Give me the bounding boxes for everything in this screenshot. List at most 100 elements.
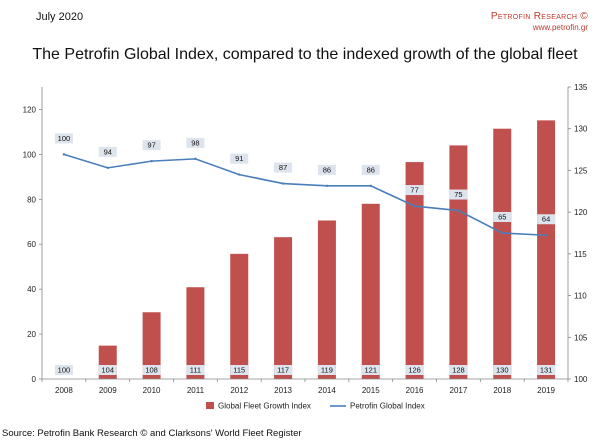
line-label-box <box>317 164 336 175</box>
chart-title: The Petrofin Global Index, compared to t… <box>32 46 578 63</box>
bar-value-label: 111 <box>190 366 201 375</box>
line-value-label: 97 <box>147 141 155 150</box>
line-label-box <box>98 146 117 157</box>
data-labels: 100 104 108 111 115 117 119 121 126 128 130 131 100 9… <box>54 133 556 375</box>
line-label-box <box>230 153 249 164</box>
bar-label-box <box>230 365 249 375</box>
line-value-label: 91 <box>235 154 243 163</box>
bar-label-box <box>142 365 161 375</box>
line-label-box <box>537 214 556 225</box>
left-tick-label: 20 <box>27 330 36 339</box>
line-value-label: 65 <box>498 213 506 222</box>
x-tick-label: 2010 <box>143 386 161 395</box>
x-tick-label: 2016 <box>406 386 424 395</box>
bar-label-box <box>537 365 556 375</box>
line-label-box <box>449 189 468 200</box>
bar-value-label: 115 <box>233 366 245 375</box>
line-point-2014 <box>325 184 329 188</box>
bar-label-box <box>317 365 336 375</box>
report-date: July 2020 <box>36 11 84 23</box>
bar-2015 <box>361 203 380 379</box>
bar-value-label: 108 <box>145 366 158 375</box>
line-label-box <box>361 164 380 175</box>
line-point-2008 <box>62 153 66 156</box>
line-value-label: 100 <box>58 134 71 143</box>
axes: 0 20 40 60 80 100 120 100 105 110 115 120 125 130 135 2… <box>23 83 588 395</box>
bar-2014 <box>317 220 336 379</box>
bar-series <box>98 120 556 379</box>
bar-value-label: 117 <box>277 366 289 375</box>
bar-value-label: 104 <box>101 366 114 375</box>
line-path <box>63 153 547 237</box>
bar-value-label: 119 <box>321 366 333 375</box>
line-label-box <box>493 212 512 222</box>
line-value-label: 77 <box>410 186 418 195</box>
right-tick-label: 120 <box>574 208 588 217</box>
x-tick-label: 2008 <box>55 386 73 395</box>
right-tick-label: 125 <box>574 166 588 175</box>
x-tick-label: 2018 <box>493 386 511 395</box>
bar-2013 <box>274 237 293 379</box>
bar-value-label: 121 <box>364 366 377 375</box>
brand-block: Petrofin Research © www.petrofin.gr <box>491 11 588 32</box>
x-tick-label: 2019 <box>537 386 555 395</box>
bar-2012 <box>230 253 249 379</box>
bar-label-box <box>493 365 512 375</box>
right-tick-label: 105 <box>574 333 588 342</box>
bar-label-box <box>98 365 117 375</box>
line-value-label: 94 <box>104 147 112 156</box>
line-point-2010 <box>150 159 153 163</box>
x-tick-label: 2011 <box>187 386 205 395</box>
left-tick-label: 80 <box>27 195 36 204</box>
legend-label-line: Petrofin Global Index <box>350 402 425 411</box>
x-tick-label: 2012 <box>230 386 248 395</box>
line-value-label: 87 <box>279 163 287 172</box>
bar-value-label: 126 <box>408 366 421 375</box>
line-label-box <box>274 162 293 173</box>
x-tick-label: 2017 <box>450 386 468 395</box>
line-value-label: 86 <box>367 165 375 174</box>
bar-2018 <box>493 128 512 379</box>
bar-label-box <box>449 365 468 375</box>
bar-2017 <box>449 145 468 379</box>
bar-value-label: 131 <box>540 366 553 375</box>
line-point-2015 <box>369 184 372 188</box>
bar-2019 <box>537 120 556 379</box>
left-tick-label: 0 <box>32 375 37 384</box>
line-value-label: 64 <box>542 215 550 224</box>
line-point-2019 <box>544 234 548 237</box>
bar-2016 <box>405 162 424 379</box>
bar-label-box <box>361 365 380 375</box>
brand-url: www.petrofin.gr <box>532 23 588 32</box>
right-tick-label: 110 <box>574 292 587 301</box>
line-point-2016 <box>413 204 416 208</box>
right-tick-label: 115 <box>574 250 587 259</box>
line-point-2018 <box>501 231 504 235</box>
x-tick-label: 2015 <box>362 386 380 395</box>
left-tick-label: 120 <box>23 105 37 114</box>
left-tick-label: 60 <box>27 240 36 249</box>
bar-label-box <box>274 365 293 375</box>
legend: Global Fleet Growth Index Petrofin Global… <box>206 402 425 411</box>
line-label-box <box>405 185 424 196</box>
bar-value-label: 100 <box>58 366 71 375</box>
right-tick-label: 135 <box>574 83 588 92</box>
x-tick-label: 2014 <box>318 386 336 395</box>
line-point-2017 <box>457 209 460 212</box>
bar-2010 <box>142 312 161 379</box>
line-value-label: 98 <box>191 138 199 147</box>
line-value-label: 86 <box>323 165 331 174</box>
left-tick-label: 40 <box>27 285 36 294</box>
line-label-box <box>142 140 161 151</box>
source-note: Source: Petrofin Bank Research © and Cla… <box>2 428 302 439</box>
right-tick-label: 100 <box>574 375 588 384</box>
brand-name: Petrofin Research © <box>490 11 588 22</box>
bar-label-box <box>54 365 73 375</box>
line-label-box <box>54 133 73 144</box>
line-point-2011 <box>194 157 197 161</box>
legend-label-bar: Global Fleet Growth Index <box>218 402 311 411</box>
right-tick-label: 130 <box>574 125 588 134</box>
left-tick-label: 100 <box>23 150 37 159</box>
bar-2011 <box>186 287 205 379</box>
